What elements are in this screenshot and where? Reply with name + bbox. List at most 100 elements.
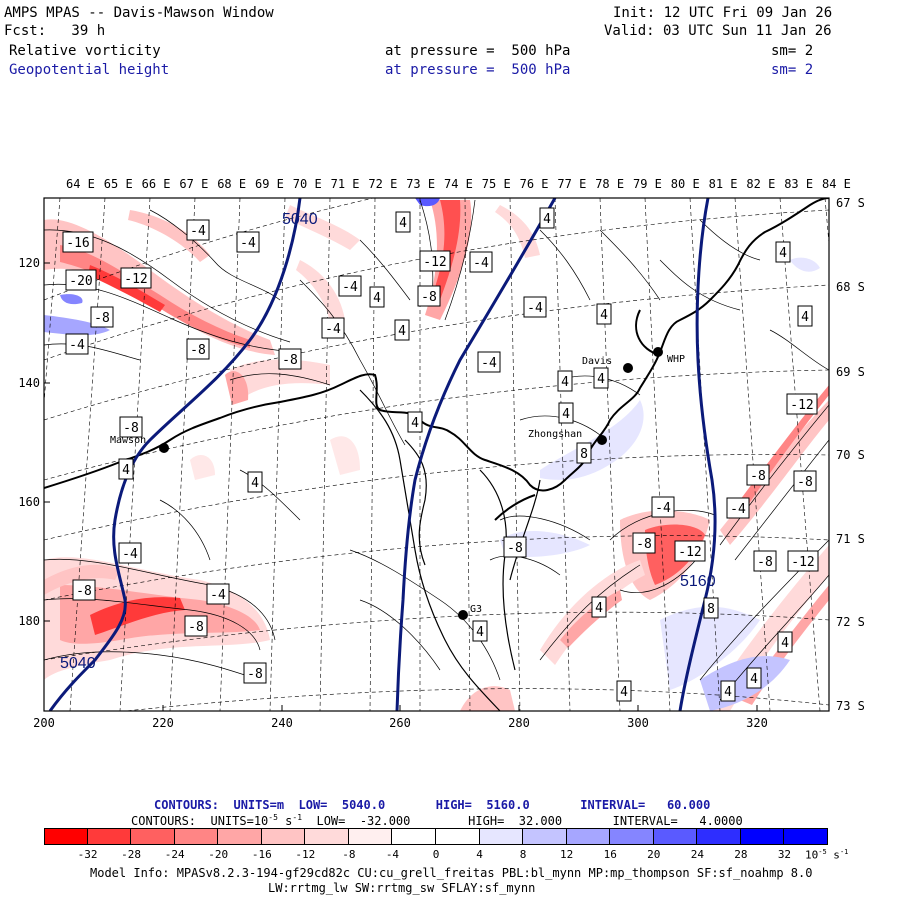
- bottom-x-tick-label: 300: [627, 716, 649, 730]
- colorbar-tick: -4: [385, 848, 400, 861]
- svg-text:4: 4: [600, 308, 608, 323]
- init-time: Init: 12 UTC Fri 09 Jan 26: [613, 5, 833, 21]
- top-lon-label: 81 E: [709, 177, 738, 191]
- svg-text:-8: -8: [797, 475, 813, 490]
- colorbar-tick: 28: [734, 848, 748, 861]
- height-contour-legend: CONTOURS: UNITS=m LOW= 5040.0 HIGH= 5160…: [154, 798, 711, 812]
- vorticity-value-label: 4: [720, 680, 736, 702]
- vorticity-value-label: 4: [746, 667, 762, 689]
- svg-text:4: 4: [476, 625, 484, 640]
- svg-text:-4: -4: [481, 356, 497, 371]
- station-dot-zhongshan: [597, 435, 607, 445]
- field1-level: at pressure = 500 hPa: [385, 43, 571, 59]
- right-lat-label: 71 S: [836, 532, 865, 546]
- vorticity-value-label: 4: [407, 411, 423, 433]
- colorbar-cell: [131, 828, 175, 845]
- vorticity-value-label: 4: [369, 286, 385, 308]
- colorbar-tick: 20: [647, 848, 661, 861]
- station-dot-davis: [623, 363, 633, 373]
- colorbar-tick: -8: [342, 848, 356, 861]
- vort-legend-exp: -5: [268, 813, 278, 822]
- colorbar-cell: [348, 828, 393, 845]
- vorticity-value-label: -4: [726, 497, 750, 519]
- vorticity-value-label: 4: [394, 319, 410, 341]
- svg-text:-8: -8: [123, 421, 139, 436]
- vort-legend-rest: LOW= -32.000 HIGH= 32.000 INTERVAL= 4.00…: [302, 814, 743, 828]
- station-dot-whp: [653, 347, 663, 357]
- valid-time: Valid: 03 UTC Sun 11 Jan 26: [604, 23, 832, 39]
- vorticity-value-label: 8: [703, 597, 719, 619]
- svg-text:8: 8: [580, 447, 588, 462]
- svg-text:-8: -8: [190, 343, 206, 358]
- colorbar-tick: -20: [208, 848, 229, 861]
- height-label-5040-bottom: 5040: [60, 655, 96, 672]
- vorticity-value-label: 4: [591, 596, 607, 618]
- colorbar-cell: [697, 828, 741, 845]
- vorticity-value-label: 4: [616, 680, 632, 702]
- colorbar-cell: [740, 828, 785, 845]
- top-lon-label: 71 E: [331, 177, 360, 191]
- colorbar-unit-base: 10: [805, 848, 819, 862]
- colorbar-tick: 24: [690, 848, 704, 861]
- top-lon-label: 66 E: [142, 177, 171, 191]
- vorticity-value-label: -4: [469, 251, 493, 273]
- vorticity-value-label: -4: [523, 296, 547, 318]
- svg-text:-4: -4: [69, 338, 85, 353]
- svg-text:-8: -8: [750, 469, 766, 484]
- vorticity-value-label: -4: [321, 317, 345, 339]
- svg-text:-12: -12: [124, 272, 147, 287]
- svg-text:4: 4: [122, 463, 130, 478]
- colorbar-tick: 16: [603, 848, 617, 861]
- vorticity-value-label: 4: [777, 631, 793, 653]
- svg-text:4: 4: [411, 416, 419, 431]
- colorbar-tick: 8: [519, 848, 527, 861]
- vorticity-value-label: -8: [119, 416, 143, 438]
- station-dot-mawson: [159, 443, 169, 453]
- vorticity-value-label: -4: [338, 275, 362, 297]
- top-lon-label: 77 E: [557, 177, 586, 191]
- svg-text:8: 8: [707, 602, 715, 617]
- vorticity-value-label: -16: [62, 231, 94, 253]
- map-title: AMPS MPAS -- Davis-Mawson Window: [4, 5, 274, 21]
- svg-text:-20: -20: [69, 274, 92, 289]
- svg-text:-4: -4: [240, 236, 256, 251]
- field1-smoothing: sm= 2: [771, 43, 814, 59]
- colorbar-tick: -16: [251, 848, 272, 861]
- vorticity-value-label: 4: [118, 458, 134, 480]
- vorticity-contours: [44, 199, 829, 701]
- svg-text:4: 4: [251, 476, 259, 491]
- svg-text:-4: -4: [473, 256, 489, 271]
- station-label-davis: Davis: [582, 356, 612, 367]
- top-lon-label: 68 E: [217, 177, 246, 191]
- top-lon-label: 67 E: [179, 177, 208, 191]
- colorbar-cell: [261, 828, 306, 845]
- svg-text:-4: -4: [122, 547, 138, 562]
- vorticity-value-label: -20: [65, 269, 97, 291]
- svg-text:-8: -8: [636, 537, 652, 552]
- top-lon-label: 64 E: [66, 177, 95, 191]
- colorbar-cell: [305, 828, 349, 845]
- svg-text:4: 4: [750, 672, 758, 687]
- colorbar-unit-s: s: [826, 848, 840, 862]
- vorticity-value-label: -8: [793, 470, 817, 492]
- top-lon-label: 69 E: [255, 177, 284, 191]
- model-info-line2: LW:rrtmg_lw SW:rrtmg_sw SFLAY:sf_mynn: [268, 881, 536, 895]
- svg-text:4: 4: [595, 601, 603, 616]
- field2-name: Geopotential height: [9, 62, 170, 78]
- vorticity-value-label: -4: [651, 496, 675, 518]
- bottom-x-tick-label: 320: [746, 716, 768, 730]
- vorticity-value-label: -12: [674, 540, 706, 562]
- station-markers: [159, 347, 663, 620]
- vorticity-value-label: -8: [72, 579, 96, 601]
- station-label-whp: WHP: [667, 354, 685, 365]
- svg-text:-8: -8: [188, 620, 204, 635]
- colorbar-cell: [44, 828, 88, 845]
- top-lon-label: 78 E: [595, 177, 624, 191]
- svg-text:4: 4: [597, 372, 605, 387]
- vorticity-value-label: 4: [596, 303, 612, 325]
- axis-ticks: [43, 262, 758, 711]
- top-longitude-labels: 64 E 65 E 66 E 67 E 68 E 69 E 70 E 71 E 72 E 73 E…: [66, 177, 851, 191]
- colorbar-tick: 0: [432, 848, 440, 861]
- vorticity-value-label: -8: [753, 550, 777, 572]
- top-lon-label: 83 E: [784, 177, 813, 191]
